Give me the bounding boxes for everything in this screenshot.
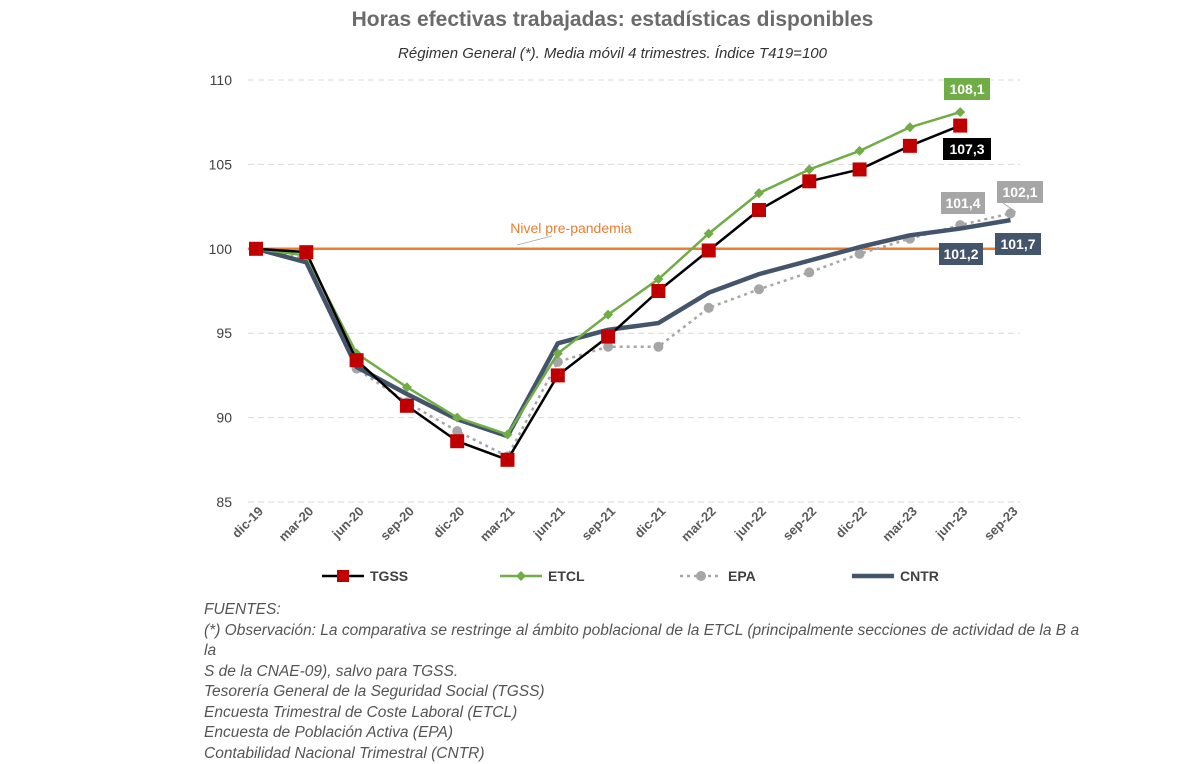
data-point-etcl xyxy=(905,122,915,132)
data-point-tgss xyxy=(350,353,364,367)
x-tick-label: sep-20 xyxy=(377,504,417,544)
source-etcl: Encuesta Trimestral de Coste Laboral (ET… xyxy=(204,703,1084,724)
x-tick-label: mar-20 xyxy=(276,504,317,545)
series-line-cntr xyxy=(256,220,1011,436)
data-point-tgss xyxy=(249,242,263,256)
x-tick-label: jun-22 xyxy=(731,504,769,542)
series-line-etcl xyxy=(256,112,960,434)
legend-marker-epa xyxy=(696,571,706,581)
data-point-epa xyxy=(804,267,814,277)
label-epa-jun23: 101,4 xyxy=(945,195,980,211)
source-epa: Encuesta de Población Activa (EPA) xyxy=(204,723,1084,744)
data-point-tgss xyxy=(299,245,313,259)
data-point-epa xyxy=(754,284,764,294)
reference-label: Nivel pre-pandemia xyxy=(510,220,632,236)
data-point-etcl xyxy=(955,107,965,117)
data-point-etcl xyxy=(855,146,865,156)
y-tick-label: 90 xyxy=(216,410,232,426)
legend-label-tgss: TGSS xyxy=(370,568,408,584)
legend-label-cntr: CNTR xyxy=(900,568,939,584)
data-point-tgss xyxy=(601,330,615,344)
data-point-tgss xyxy=(651,284,665,298)
sources-notes: FUENTES: (*) Observación: La comparativa… xyxy=(204,600,1084,764)
source-cntr: Contabilidad Nacional Trimestral (CNTR) xyxy=(204,744,1084,764)
data-point-tgss xyxy=(450,434,464,448)
x-tick-label: dic-22 xyxy=(833,504,870,541)
data-point-epa xyxy=(653,342,663,352)
data-point-tgss xyxy=(400,399,414,413)
data-point-epa xyxy=(704,303,714,313)
data-point-tgss xyxy=(903,139,917,153)
x-tick-label: dic-19 xyxy=(229,504,266,541)
y-tick-label: 85 xyxy=(216,494,232,510)
data-point-tgss xyxy=(551,368,565,382)
data-point-tgss xyxy=(802,174,816,188)
data-point-tgss xyxy=(501,453,515,467)
x-tick-label: sep-23 xyxy=(981,504,1021,544)
reference-label-leader xyxy=(517,236,552,245)
legend-label-epa: EPA xyxy=(728,568,756,584)
data-point-tgss xyxy=(702,243,716,257)
x-tick-label: jun-20 xyxy=(328,504,366,542)
notes-observation: (*) Observación: La comparativa se restr… xyxy=(204,621,1084,662)
label-etcl: 108,1 xyxy=(949,81,984,97)
y-tick-label: 100 xyxy=(209,241,233,257)
notes-observation-cont: S de la CNAE-09), salvo para TGSS. xyxy=(204,662,1084,683)
data-point-etcl xyxy=(804,164,814,174)
label-tgss: 107,3 xyxy=(949,141,984,157)
notes-heading: FUENTES: xyxy=(204,600,1084,621)
legend-marker-etcl xyxy=(516,571,526,581)
x-tick-label: sep-22 xyxy=(780,504,820,544)
legend-marker-tgss xyxy=(337,570,349,582)
x-tick-label: sep-21 xyxy=(578,504,618,544)
data-point-epa xyxy=(1006,208,1016,218)
x-tick-label: jun-21 xyxy=(530,504,568,542)
x-tick-label: mar-22 xyxy=(678,504,719,545)
x-tick-label: mar-23 xyxy=(879,504,920,545)
line-chart: 85 90 95 100 105 110 dic-19 mar-20 jun-20 sep-20 d… xyxy=(0,0,1200,600)
x-tick-label: dic-20 xyxy=(430,504,467,541)
source-tgss: Tesorería General de la Seguridad Social… xyxy=(204,682,1084,703)
label-cntr-jun23: 101,2 xyxy=(943,246,978,262)
label-cntr-sep23: 101,7 xyxy=(1000,236,1035,252)
data-point-tgss xyxy=(953,119,967,133)
data-point-tgss xyxy=(853,162,867,176)
legend-label-etcl: ETCL xyxy=(548,568,585,584)
y-tick-label: 110 xyxy=(210,72,233,88)
y-tick-label: 95 xyxy=(216,325,232,341)
x-tick-label: dic-21 xyxy=(631,504,668,541)
y-tick-label: 105 xyxy=(209,156,233,172)
data-point-tgss xyxy=(752,203,766,217)
label-epa-sep23: 102,1 xyxy=(1002,184,1037,200)
x-tick-label: mar-21 xyxy=(477,504,518,545)
x-tick-label: jun-23 xyxy=(932,504,970,542)
